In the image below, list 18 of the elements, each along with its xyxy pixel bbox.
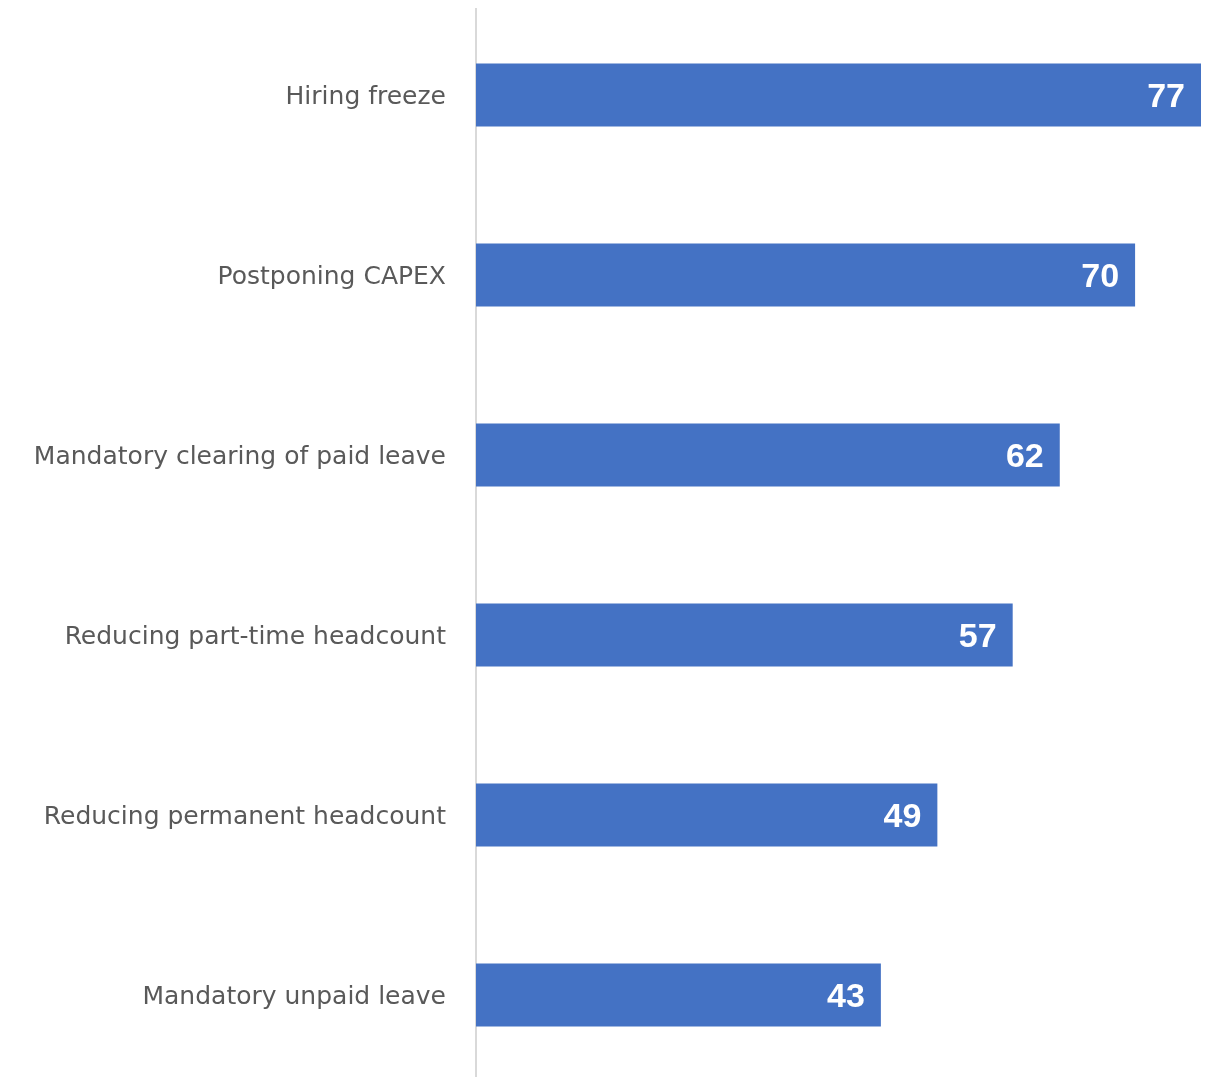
data-label: 70 [1081, 255, 1120, 294]
bar [476, 63, 1201, 127]
bar [476, 963, 881, 1027]
y-tick-label: Mandatory unpaid leave [142, 980, 446, 1010]
bar [476, 783, 938, 847]
y-tick-label: Reducing permanent headcount [43, 800, 447, 830]
y-tick-label: Mandatory clearing of paid leave [33, 440, 446, 470]
data-label: 57 [958, 615, 997, 654]
y-tick-label: Reducing part-time headcount [64, 620, 447, 650]
bar [476, 603, 1013, 667]
data-label: 43 [827, 975, 865, 1014]
data-label: 49 [883, 795, 922, 834]
y-tick-label: Hiring freeze [285, 80, 446, 110]
bar [476, 243, 1136, 307]
y-tick-label: Postponing CAPEX [217, 260, 446, 290]
data-label: 77 [1147, 75, 1185, 114]
data-label: 62 [1005, 435, 1044, 474]
bar [476, 423, 1060, 487]
